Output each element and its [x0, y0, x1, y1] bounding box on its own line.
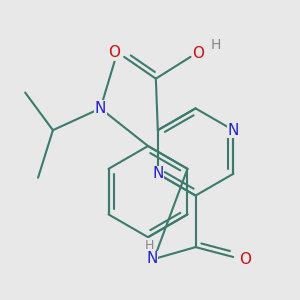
Text: O: O — [239, 253, 251, 268]
Text: H: H — [144, 238, 154, 252]
Text: H: H — [211, 38, 221, 52]
Text: N: N — [146, 251, 158, 266]
Text: N: N — [152, 166, 164, 181]
Text: O: O — [108, 45, 120, 60]
Text: N: N — [95, 101, 106, 116]
Text: O: O — [192, 46, 204, 62]
Text: N: N — [228, 123, 239, 138]
